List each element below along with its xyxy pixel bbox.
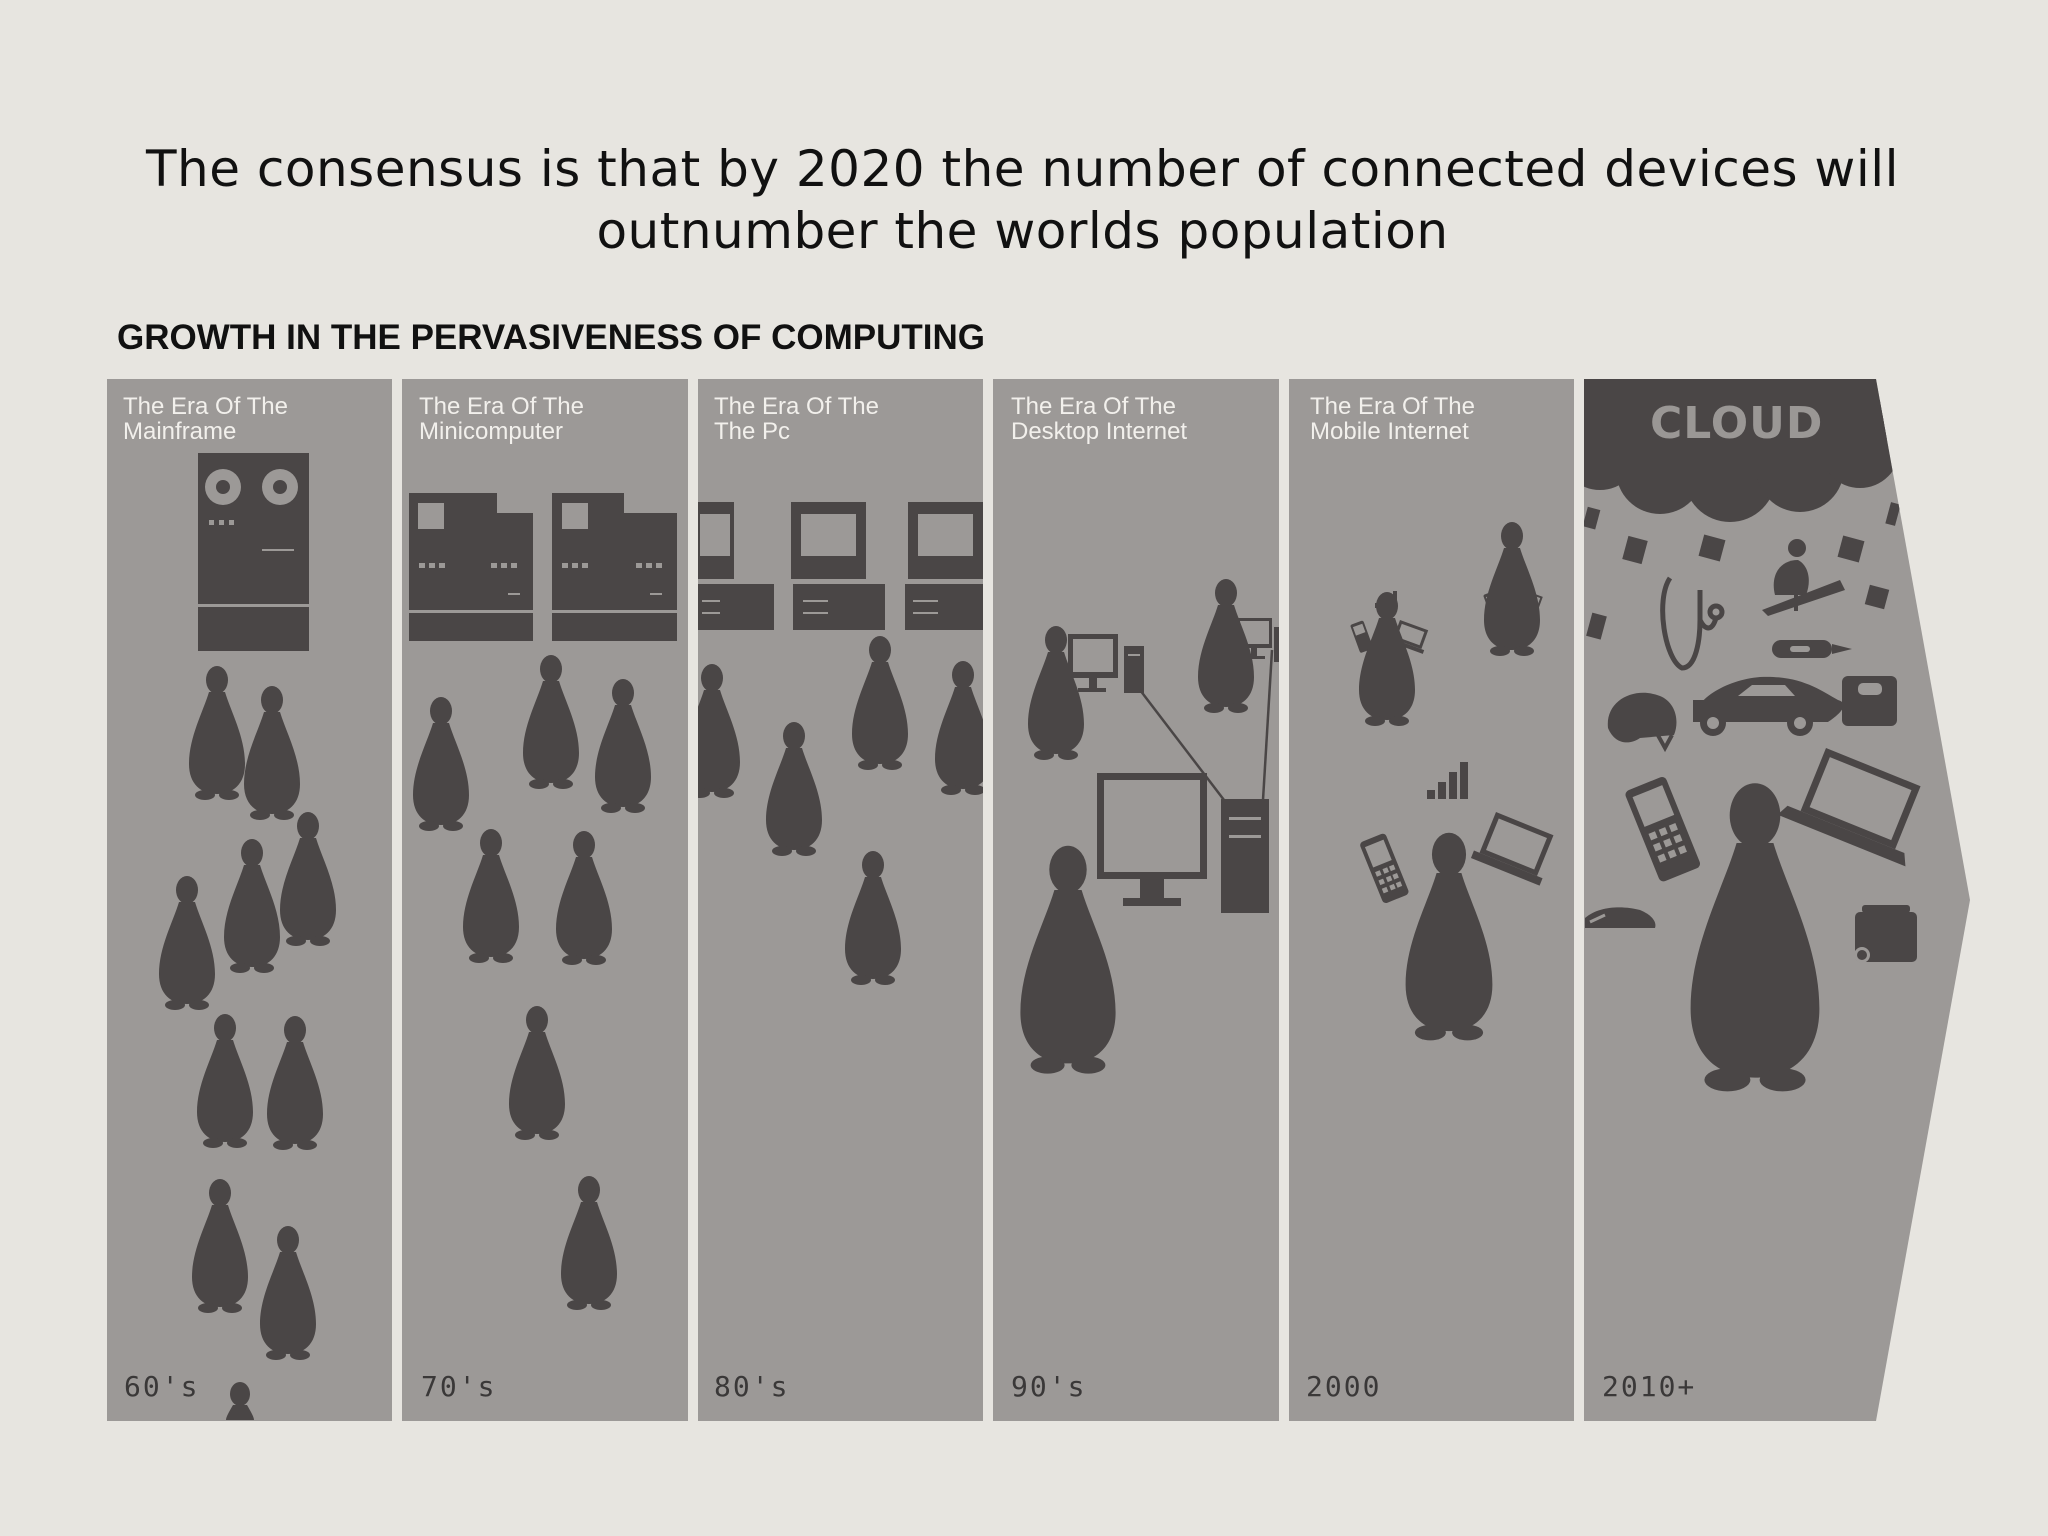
section-title: GROWTH IN THE PERVASIVENESS OF COMPUTING: [117, 318, 985, 357]
decade-label-90s: 90's: [1011, 1370, 1087, 1403]
scale-icon: [1842, 676, 1897, 726]
pc-computer-icon: [698, 502, 774, 630]
desktop-computer-icon: [1097, 773, 1269, 913]
sneaker-icon: [1585, 907, 1656, 928]
era-label-pc: The Era Of The The Pc: [714, 393, 879, 445]
era-label-mainframe: The Era Of The Mainframe: [123, 393, 288, 445]
exercise-machine-icon: [1762, 539, 1845, 616]
car-icon: [1693, 676, 1844, 736]
decade-label-2010: 2010+: [1602, 1370, 1697, 1403]
minicomputer-icon: [409, 493, 533, 641]
era-label-minicomputer: The Era Of The Minicomputer: [419, 393, 584, 445]
era-label-mobile-internet: The Era Of The Mobile Internet: [1310, 393, 1475, 445]
desktop-computer-icon: [1068, 634, 1144, 693]
football-helmet-icon: [1607, 692, 1677, 753]
pc-computer-icon: [791, 502, 885, 630]
decade-label-70s: 70's: [421, 1370, 497, 1403]
cloud-shape: [1584, 379, 1904, 522]
laptop-icon: [1777, 748, 1921, 867]
people-icon: [159, 666, 336, 1420]
mobile-phone-icon: [1350, 620, 1373, 653]
laptop-icon: [1470, 812, 1554, 886]
headline: The consensus is that by 2020 the number…: [146, 140, 1899, 260]
stethoscope-icon: [1660, 576, 1725, 671]
decade-label-60s: 60's: [124, 1370, 200, 1403]
era-label-cloud: CLOUD: [1650, 398, 1824, 449]
mainframe-computer-icon: [198, 453, 309, 651]
era-label-desktop-internet: The Era Of The Desktop Internet: [1011, 393, 1188, 445]
pc-computer-icon: [905, 502, 983, 630]
minicomputer-icon: [552, 493, 677, 641]
mobile-phone-icon: [1360, 833, 1409, 903]
microchip-icon: [1584, 502, 1901, 640]
mobile-phone-icon: [1625, 777, 1700, 882]
decade-label-2000: 2000: [1306, 1370, 1382, 1403]
decade-label-80s: 80's: [714, 1370, 790, 1403]
network-line: [1139, 649, 1274, 801]
signal-bars-icon: [1427, 762, 1468, 799]
thermometer-icon: [1772, 640, 1852, 658]
cooler-icon: [1854, 905, 1917, 963]
